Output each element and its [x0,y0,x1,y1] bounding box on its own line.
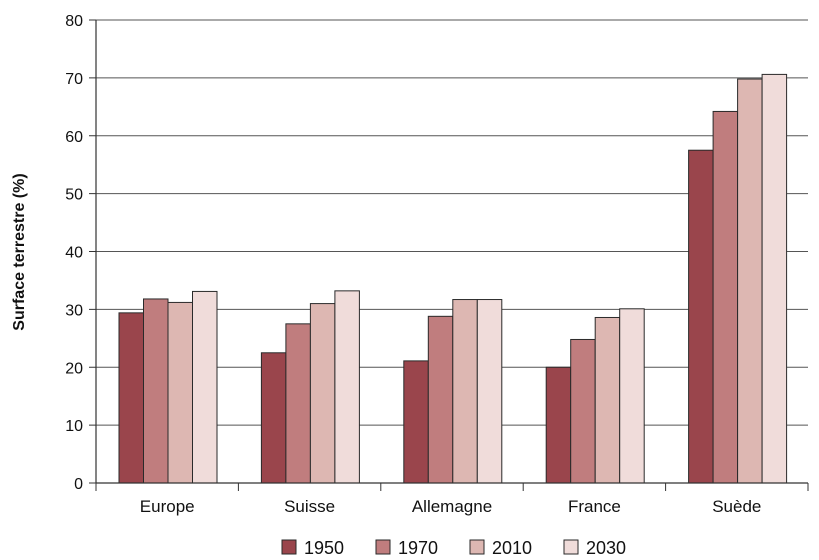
bar-1950-allemagne [404,361,429,483]
bar-2010-europe [168,302,193,483]
bar-2030-suède [762,74,787,483]
x-tick-label: France [568,497,621,516]
bar-1950-europe [119,313,144,483]
legend: 1950 1970 2010 2030 [282,538,626,558]
y-axis-label: Surface terrestre (%) [11,173,28,330]
bar-1970-suède [713,111,738,483]
legend-swatch-2030 [564,540,578,554]
bar-2010-allemagne [453,300,478,483]
legend-label-2030: 2030 [586,538,626,558]
y-tick-label: 70 [65,71,83,88]
y-tick-label: 10 [65,418,83,435]
legend-swatch-2010 [470,540,484,554]
x-tick-label: Suède [712,497,761,516]
bar-2030-france [620,309,645,483]
bar-1970-allemagne [428,316,453,483]
bar-1950-france [546,367,571,483]
y-tick-label: 0 [74,476,83,493]
y-tick-label: 40 [65,245,83,262]
bar-2010-suisse [310,304,335,483]
bar-2010-suède [738,79,763,483]
y-tick-label: 80 [65,13,83,30]
legend-label-1970: 1970 [398,538,438,558]
bar-2030-europe [193,291,218,483]
bar-2030-allemagne [477,300,502,483]
legend-swatch-1950 [282,540,296,554]
bar-1970-europe [144,299,169,483]
bar-1950-suisse [261,353,286,483]
bar-1970-suisse [286,324,311,483]
bar-1950-suède [689,150,714,483]
bar-2010-france [595,317,620,483]
legend-label-2010: 2010 [492,538,532,558]
bar-2030-suisse [335,291,360,483]
x-tick-label: Suisse [284,497,335,516]
y-tick-label: 50 [65,187,83,204]
bar-1970-france [571,339,596,483]
x-tick-label: Europe [140,497,195,516]
y-tick-label: 30 [65,302,83,319]
x-tick-label: Allemagne [412,497,492,516]
y-tick-label: 60 [65,129,83,146]
legend-label-1950: 1950 [304,538,344,558]
legend-swatch-1970 [376,540,390,554]
y-tick-label: 20 [65,360,83,377]
